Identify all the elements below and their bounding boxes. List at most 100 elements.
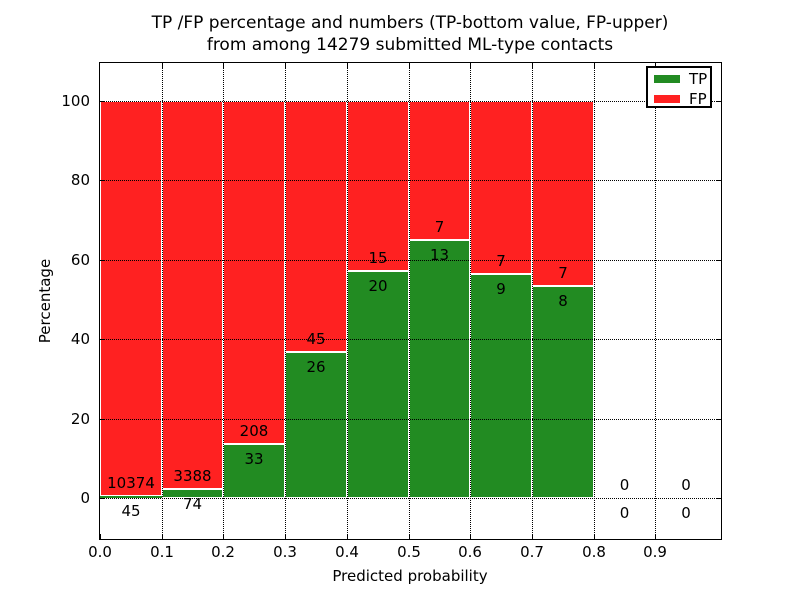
gridline-h-100 (100, 101, 721, 102)
tp-color-swatch (654, 74, 680, 83)
x-tick-top-3 (285, 63, 286, 68)
fp-count-label-4: 15 (368, 249, 388, 267)
x-tick-top-4 (347, 63, 348, 68)
tp-count-label-4: 20 (368, 277, 388, 295)
legend-item-tp: TP (648, 69, 710, 88)
x-tick-bottom-6 (470, 534, 471, 539)
gridline-h-0 (100, 498, 721, 499)
bar-tp-6 (470, 274, 532, 498)
tp-count-label-0: 45 (121, 502, 141, 520)
ytick-label-80: 80 (70, 171, 90, 189)
gridline-h-40 (100, 339, 721, 340)
gridline-v-4 (347, 63, 348, 539)
tp-count-label-8: 0 (619, 504, 630, 522)
bar-tp-5 (409, 240, 470, 498)
x-tick-top-5 (409, 63, 410, 68)
y-tick-right-0 (716, 498, 721, 499)
xtick-label-0.2: 0.2 (211, 543, 235, 561)
x-tick-bottom-7 (532, 534, 533, 539)
x-tick-bottom-5 (409, 534, 410, 539)
x-tick-bottom-4 (347, 534, 348, 539)
x-tick-bottom-8 (594, 534, 595, 539)
tp-count-label-5: 13 (429, 246, 450, 264)
bar-fp-3 (285, 101, 347, 352)
tp-count-label-1: 74 (182, 495, 203, 513)
x-tick-bottom-9 (655, 534, 656, 539)
ytick-label-100: 100 (61, 92, 90, 110)
y-tick-left-80 (100, 180, 105, 181)
y-tick-left-100 (100, 101, 105, 102)
x-tick-top-9 (655, 63, 656, 68)
xtick-label-0.0: 0.0 (88, 543, 112, 561)
ytick-label-20: 20 (70, 410, 90, 428)
fp-count-label-7: 7 (558, 264, 568, 282)
x-axis-title: Predicted probability (332, 567, 488, 585)
ytick-label-40: 40 (70, 330, 90, 348)
y-tick-left-20 (100, 419, 105, 420)
legend: TP FP (646, 66, 712, 108)
gridline-v-7 (532, 63, 533, 539)
xtick-label-0.3: 0.3 (273, 543, 297, 561)
gridline-v-8 (594, 63, 595, 539)
y-tick-right-40 (716, 339, 721, 340)
tp-count-label-2: 33 (244, 450, 264, 468)
xtick-label-0.7: 0.7 (520, 543, 544, 561)
bar-tp-2 (223, 444, 285, 498)
chart-title-line2: from among 14279 submitted ML-type conta… (206, 35, 614, 55)
legend-label-fp: FP (689, 89, 707, 108)
fp-count-label-6: 7 (496, 252, 506, 270)
fp-count-label-3: 45 (306, 330, 326, 348)
fp-count-label-2: 208 (239, 422, 269, 440)
chart-title-line1: TP /FP percentage and numbers (TP-bottom… (151, 13, 669, 33)
bar-fp-7 (532, 101, 594, 286)
x-tick-bottom-2 (223, 534, 224, 539)
fp-count-label-8: 0 (619, 476, 630, 494)
x-tick-bottom-1 (162, 534, 163, 539)
x-tick-top-6 (470, 63, 471, 68)
ytick-label-60: 60 (70, 251, 90, 269)
gridline-v-9 (655, 63, 656, 539)
y-axis-title: Percentage (36, 258, 54, 344)
bar-fp-0 (100, 101, 162, 496)
x-tick-top-7 (532, 63, 533, 68)
gridline-h-60 (100, 260, 721, 261)
x-tick-top-1 (162, 63, 163, 68)
x-tick-top-8 (594, 63, 595, 68)
xtick-label-0.8: 0.8 (582, 543, 606, 561)
bar-fp-2 (223, 101, 285, 444)
bar-fp-4 (347, 101, 409, 271)
fp-count-label-9: 0 (681, 476, 691, 494)
y-tick-left-60 (100, 260, 105, 261)
y-tick-right-100 (716, 101, 721, 102)
bar-tp-3 (285, 352, 347, 498)
gridline-v-6 (470, 63, 471, 539)
bar-fp-6 (470, 101, 532, 274)
xtick-label-0.9: 0.9 (643, 543, 667, 561)
ytick-label-0: 0 (80, 489, 90, 507)
fp-count-label-5: 7 (434, 218, 445, 236)
gridline-h-80 (100, 180, 721, 181)
xtick-label-0.4: 0.4 (335, 543, 359, 561)
x-tick-top-2 (223, 63, 224, 68)
bar-tp-7 (532, 286, 594, 498)
plot-area: 10374 45 3388 74 208 33 45 26 15 20 7 13 7 9 7 8 0 0 0 0 (99, 62, 722, 540)
y-tick-right-60 (716, 260, 721, 261)
x-tick-bottom-0 (100, 534, 101, 539)
bar-fp-1 (162, 101, 223, 489)
tp-count-label-3: 26 (306, 358, 326, 376)
fp-count-label-0: 10374 (107, 474, 155, 492)
xtick-label-0.6: 0.6 (458, 543, 482, 561)
bar-tp-0 (100, 496, 162, 498)
tp-count-label-9: 0 (681, 504, 691, 522)
fp-count-label-1: 3388 (173, 467, 212, 485)
tp-count-label-7: 8 (558, 292, 568, 310)
legend-label-tp: TP (689, 69, 708, 88)
x-tick-bottom-3 (285, 534, 286, 539)
fp-color-swatch (654, 94, 680, 103)
legend-item-fp: FP (648, 89, 710, 108)
y-tick-left-40 (100, 339, 105, 340)
y-tick-right-80 (716, 180, 721, 181)
xtick-label-0.5: 0.5 (397, 543, 421, 561)
gridline-v-1 (162, 63, 163, 539)
